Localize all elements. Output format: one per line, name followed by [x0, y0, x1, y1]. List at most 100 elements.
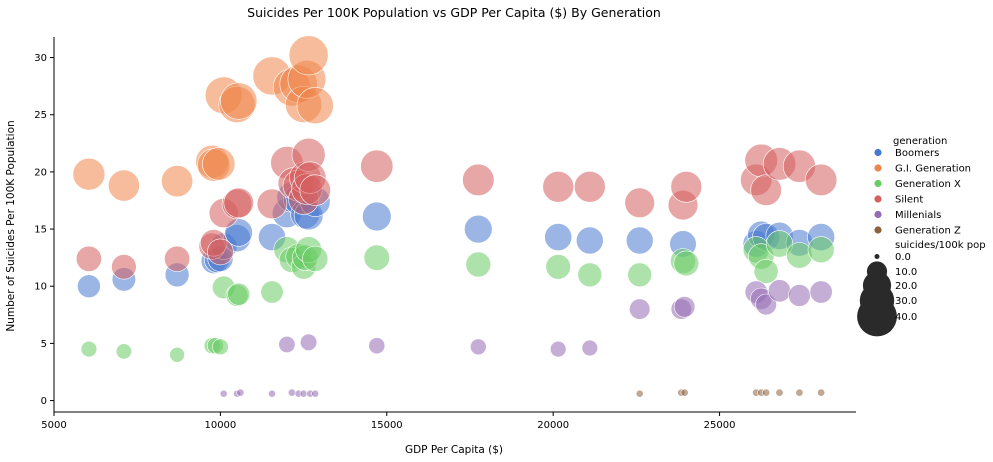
data-point: [670, 171, 703, 203]
data-point: [753, 258, 779, 284]
data-point: [219, 389, 228, 398]
data-point: [581, 339, 598, 357]
data-point: [75, 245, 102, 272]
data-point: [108, 169, 140, 202]
data-point: [260, 280, 284, 304]
data-point: [111, 254, 137, 280]
y-tick-label: 20: [34, 167, 47, 178]
y-axis-label: Number of Suicides Per 100K Population: [5, 120, 17, 331]
data-point: [302, 245, 329, 272]
data-point: [287, 388, 296, 397]
data-point: [575, 226, 604, 255]
legend-hue-entries: Boomers G.I. Generation Generation X Silent…: [874, 148, 971, 237]
data-point: [767, 279, 791, 303]
legend-entry-label: Generation Z: [895, 226, 961, 237]
data-point: [750, 174, 782, 206]
data-point: [161, 165, 194, 198]
x-axis-label: GDP Per Capita ($): [405, 444, 503, 456]
data-point: [680, 388, 689, 397]
data-point: [362, 201, 392, 232]
x-tick-label: 5000: [41, 420, 66, 431]
y-ticks: 0 5 10 15 20 25 30: [34, 53, 54, 407]
legend-entry-label: Silent: [895, 195, 923, 206]
data-point: [465, 251, 492, 278]
data-point: [202, 147, 236, 181]
legend-size-label: 30.0: [895, 296, 917, 307]
data-point: [115, 343, 132, 360]
data-point: [72, 157, 106, 191]
legend-entry-label: Boomers: [895, 148, 939, 159]
data-point: [220, 82, 258, 120]
data-point: [212, 338, 229, 356]
y-tick-label: 5: [41, 339, 47, 350]
data-point: [164, 245, 191, 272]
data-point: [573, 171, 606, 203]
data-point: [299, 389, 308, 398]
y-tick-label: 25: [34, 110, 47, 121]
data-point: [268, 389, 276, 398]
legend-hue-title: generation: [893, 136, 947, 147]
data-point: [464, 214, 493, 244]
data-point: [207, 238, 234, 266]
data-point: [236, 388, 245, 397]
data-point: [804, 163, 838, 196]
y-tick-label: 15: [34, 225, 47, 236]
data-point: [300, 333, 318, 351]
legend-entry-label: Millenials: [895, 210, 941, 221]
legend-marker: [874, 164, 882, 172]
data-point: [788, 284, 811, 307]
data-point: [363, 244, 390, 271]
data-point: [469, 338, 487, 356]
data-point: [544, 223, 573, 252]
data-point: [462, 163, 495, 196]
x-tick-label: 20000: [537, 420, 569, 431]
y-tick-label: 30: [34, 53, 47, 64]
data-point: [360, 149, 394, 183]
legend: generation Boomers G.I. Generation Generat…: [857, 136, 986, 337]
y-tick-label: 10: [34, 282, 47, 293]
x-ticks: 5000 10000 15000 20000 25000: [41, 412, 735, 431]
data-point: [80, 340, 98, 358]
x-tick-label: 15000: [371, 420, 403, 431]
data-point: [311, 389, 320, 398]
data-point: [624, 187, 655, 219]
data-point: [807, 236, 835, 264]
legend-size-label: 40.0: [895, 312, 917, 323]
legend-size-title: suicides/100k pop: [895, 240, 986, 251]
data-point: [673, 250, 700, 277]
data-point: [227, 282, 251, 306]
legend-size-entries: 0.0 10.0 20.0 30.0 40.0: [857, 252, 917, 337]
legend-entry-label: G.I. Generation: [895, 164, 971, 175]
data-point: [765, 230, 794, 258]
data-point: [627, 262, 653, 288]
data-point: [256, 188, 288, 220]
y-tick-label: 0: [41, 396, 47, 407]
legend-size-label: 0.0: [895, 252, 911, 263]
data-point: [542, 171, 575, 203]
data-point: [288, 35, 329, 76]
data-point: [545, 254, 571, 280]
x-tick-label: 10000: [204, 420, 236, 431]
data-point: [795, 388, 804, 397]
x-tick-label: 25000: [704, 420, 736, 431]
data-point: [817, 388, 826, 397]
data-point: [762, 388, 771, 397]
data-point: [278, 335, 296, 353]
data-point: [223, 187, 254, 219]
legend-marker: [874, 179, 882, 188]
legend-size-label: 10.0: [895, 267, 917, 278]
data-point: [169, 346, 185, 363]
data-point: [368, 337, 386, 355]
legend-size-label: 20.0: [895, 281, 917, 292]
data-point: [77, 274, 101, 299]
data-point: [775, 388, 784, 397]
data-point: [629, 298, 651, 320]
legend-marker: [874, 226, 882, 234]
chart-title: Suicides Per 100K Population vs GDP Per …: [247, 5, 661, 20]
data-point: [549, 340, 567, 358]
data-point: [755, 293, 777, 316]
data-point: [296, 87, 334, 125]
legend-size-marker: [857, 296, 897, 337]
plot-area: [72, 35, 838, 398]
